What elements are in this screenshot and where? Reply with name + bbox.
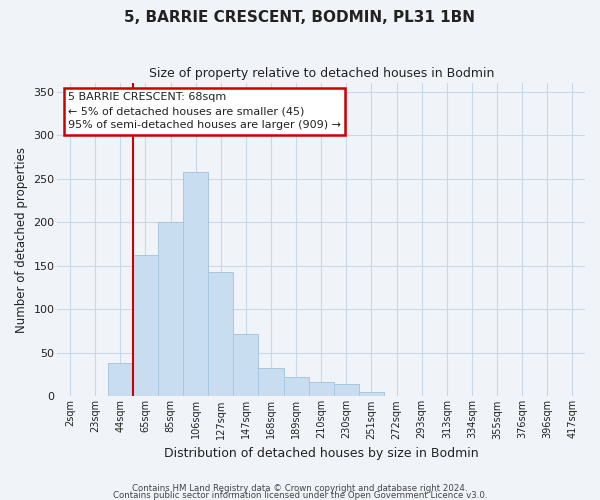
Text: 5, BARRIE CRESCENT, BODMIN, PL31 1BN: 5, BARRIE CRESCENT, BODMIN, PL31 1BN	[125, 10, 476, 25]
Bar	[259, 368, 284, 396]
Bar	[158, 222, 183, 396]
Y-axis label: Number of detached properties: Number of detached properties	[15, 146, 28, 332]
Bar	[334, 384, 359, 396]
Bar	[183, 172, 208, 396]
Bar	[308, 382, 334, 396]
Bar	[359, 392, 384, 396]
Bar	[108, 364, 133, 396]
Bar	[208, 272, 233, 396]
Bar	[133, 254, 158, 396]
Title: Size of property relative to detached houses in Bodmin: Size of property relative to detached ho…	[149, 68, 494, 80]
Text: 5 BARRIE CRESCENT: 68sqm
← 5% of detached houses are smaller (45)
95% of semi-de: 5 BARRIE CRESCENT: 68sqm ← 5% of detache…	[68, 92, 341, 130]
Bar	[284, 377, 308, 396]
Text: Contains public sector information licensed under the Open Government Licence v3: Contains public sector information licen…	[113, 491, 487, 500]
X-axis label: Distribution of detached houses by size in Bodmin: Distribution of detached houses by size …	[164, 447, 479, 460]
Bar	[233, 334, 259, 396]
Text: Contains HM Land Registry data © Crown copyright and database right 2024.: Contains HM Land Registry data © Crown c…	[132, 484, 468, 493]
